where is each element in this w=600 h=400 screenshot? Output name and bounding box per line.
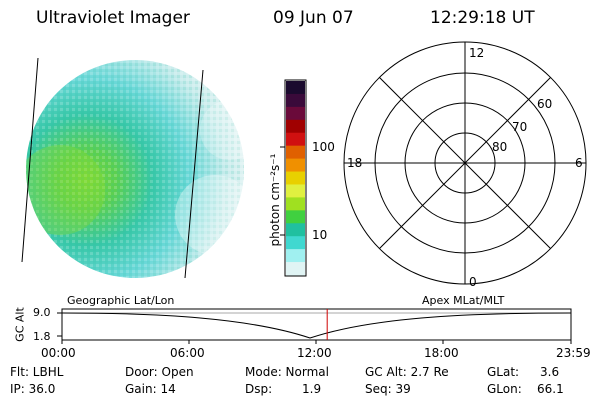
color-bar-segment (286, 171, 305, 185)
polar-label-lat-80: 80 (492, 140, 508, 154)
color-bar (286, 81, 305, 276)
color-bar-segment (286, 223, 305, 237)
color-bar-segment (286, 106, 305, 121)
color-bar-segment (286, 197, 305, 211)
timeline-y-label: GC Alt (13, 307, 27, 342)
timeline-left-title: Geographic Lat/Lon (67, 294, 175, 307)
polar-label-mlt-0: 0 (469, 275, 477, 289)
timeline-xticks (61, 340, 572, 344)
color-bar-segment (286, 158, 305, 173)
timeline-ytick-1-8: 1.8 (33, 330, 51, 343)
color-bar-segment (286, 249, 305, 263)
instrument-title: Ultraviolet Imager (36, 8, 190, 28)
earth-texture (26, 60, 244, 278)
orbit-altitude-curve (61, 312, 572, 339)
info-gc-alt: GC Alt: 2.7 Re (365, 365, 449, 379)
color-bar-frame (284, 79, 307, 277)
timeline-right-title: Apex MLat/MLT (422, 294, 505, 307)
info-ip: IP: 36.0 (10, 382, 56, 396)
info-gain: Gain: 14 (125, 382, 176, 396)
timeline-xtick-0600: 06:00 (170, 346, 205, 360)
header-date: 09 Jun 07 (273, 8, 354, 28)
color-bar-segment (286, 145, 305, 160)
info-seq: Seq: 39 (365, 382, 411, 396)
info-mode: Mode: Normal (245, 365, 329, 379)
color-bar-segment (286, 119, 305, 134)
timeline-xtick-2359: 23:59 (556, 346, 591, 360)
color-bar-segment (286, 81, 305, 95)
uv-image (21, 57, 244, 279)
polar-label-mlt-12: 12 (469, 46, 485, 60)
info-glon-value: 66.1 (537, 382, 564, 396)
header-time: 12:29:18 UT (430, 8, 535, 28)
timeline-xtick-0000: 00:00 (41, 346, 76, 360)
timeline-panel (57, 308, 572, 344)
color-bar-segment (286, 184, 305, 198)
timeline-xtick-1200: 12:00 (297, 346, 332, 360)
polar-label-lat-60: 60 (537, 97, 553, 111)
info-glon-label: GLon: (487, 382, 522, 396)
polar-label-mlt-18: 18 (347, 156, 363, 170)
timeline-ytick-9: 9.0 (33, 306, 51, 319)
color-bar-segment (286, 236, 305, 250)
color-bar-label-10: 10 (312, 228, 328, 242)
polar-axis-diag2 (379, 77, 551, 249)
info-door: Door: Open (125, 365, 194, 379)
polar-plot (343, 41, 587, 285)
color-bar-segment (286, 93, 305, 108)
color-bar-label-100: 100 (312, 140, 335, 154)
info-dsp-label: Dsp: (245, 382, 273, 396)
polar-label-mlt-6: 6 (575, 156, 583, 170)
terminator-line-right (184, 69, 204, 279)
terminator-line-left (21, 57, 39, 263)
color-bar-unit-label: photon cm⁻²s⁻¹ (268, 153, 282, 247)
polar-label-lat-70: 70 (512, 120, 528, 134)
info-dsp-value: 1.9 (302, 382, 322, 396)
info-glat-value: 3.6 (540, 365, 560, 379)
timeline-xtick-1800: 18:00 (424, 346, 459, 360)
info-filter: Flt: LBHL (10, 365, 64, 379)
color-bar-segment (286, 132, 305, 147)
info-glat-label: GLat: (487, 365, 520, 379)
color-bar-segment (286, 210, 305, 224)
color-bar-segment (286, 262, 305, 276)
